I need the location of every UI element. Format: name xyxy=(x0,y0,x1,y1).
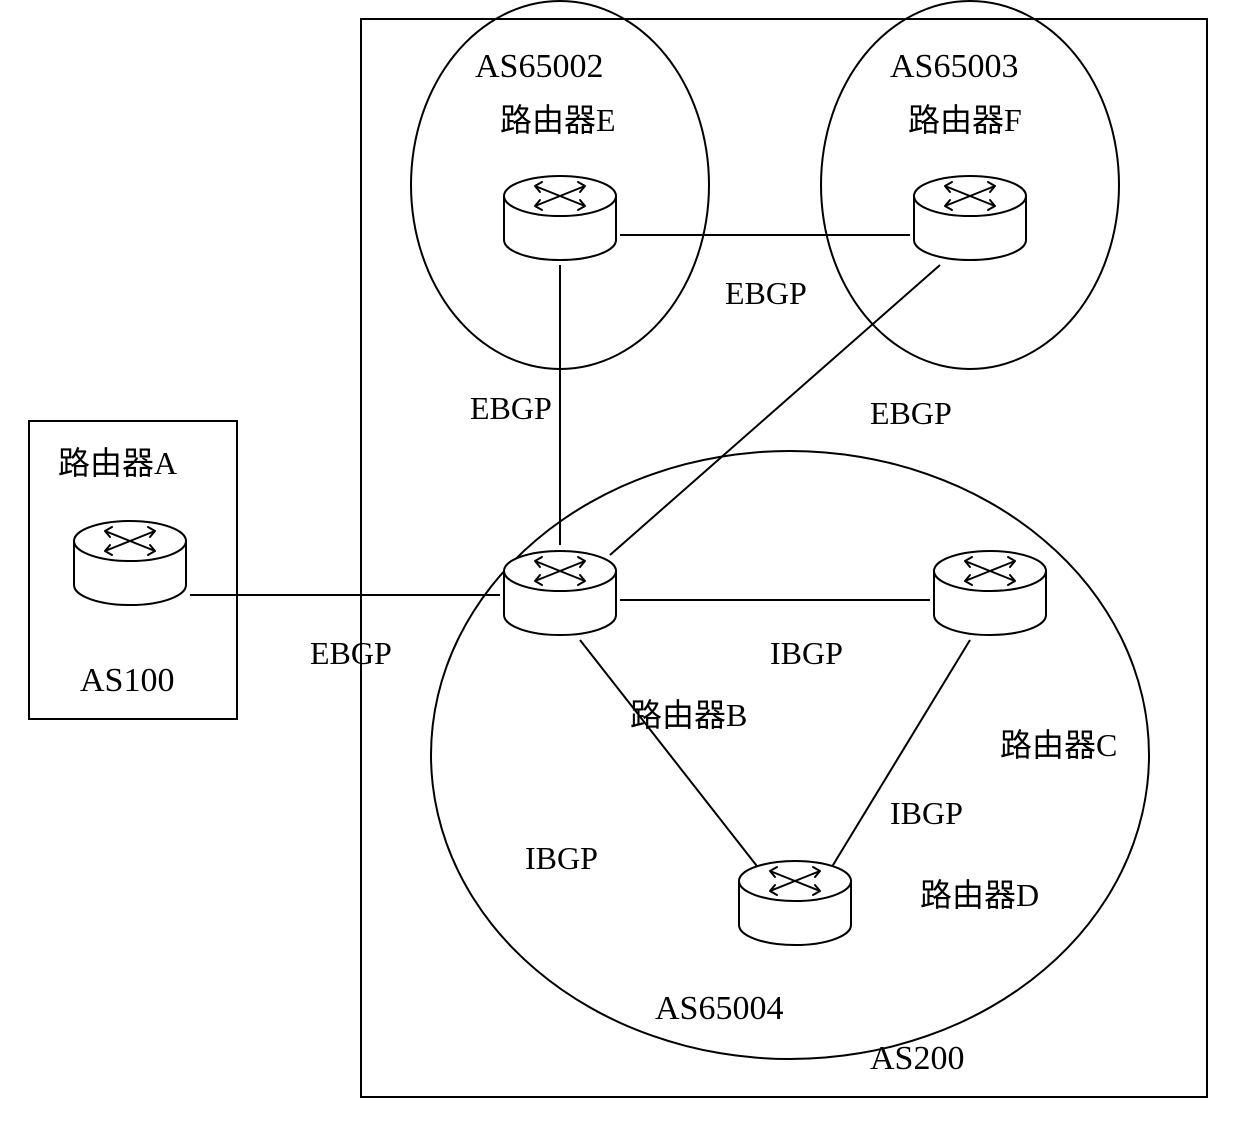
text: 路由器F xyxy=(908,102,1022,138)
router-d-label: 路由器D xyxy=(920,870,1039,916)
router-c xyxy=(930,543,1050,638)
text: AS200 xyxy=(870,1040,964,1077)
router-b xyxy=(500,543,620,638)
text: 路由器A xyxy=(58,445,177,481)
text: 路由器E xyxy=(500,102,616,138)
text: AS100 xyxy=(80,662,174,699)
router-b-label: 路由器B xyxy=(630,690,747,736)
router-e-label: 路由器E xyxy=(500,95,616,141)
edge-label-e-f: EBGP xyxy=(725,275,807,312)
edge-label-b-e: EBGP xyxy=(470,390,552,427)
as65002-label: AS65002 xyxy=(475,48,603,86)
edge-label-b-d: IBGP xyxy=(525,840,598,877)
text: EBGP xyxy=(870,395,952,431)
as65003-label: AS65003 xyxy=(890,48,1018,86)
text: IBGP xyxy=(890,795,963,831)
text: EBGP xyxy=(470,390,552,426)
text: EBGP xyxy=(725,275,807,311)
edge-label-f-b: EBGP xyxy=(870,395,952,432)
text: IBGP xyxy=(770,635,843,671)
edge-label-a-b: EBGP xyxy=(310,635,392,672)
as200-label: AS200 xyxy=(870,1040,964,1078)
text: 路由器B xyxy=(630,697,747,733)
router-f-label: 路由器F xyxy=(908,95,1022,141)
router-e xyxy=(500,168,620,263)
text: AS65004 xyxy=(655,990,783,1027)
router-c-label: 路由器C xyxy=(1000,720,1117,766)
edge-label-b-c: IBGP xyxy=(770,635,843,672)
router-f xyxy=(910,168,1030,263)
text: 路由器D xyxy=(920,877,1039,913)
as65004-label: AS65004 xyxy=(655,990,783,1028)
diagram-stage: AS100 AS200 AS65002 AS65003 AS65004 路由器A… xyxy=(0,0,1240,1142)
router-a xyxy=(70,513,190,608)
text: 路由器C xyxy=(1000,727,1117,763)
router-d xyxy=(735,853,855,948)
router-a-label: 路由器A xyxy=(58,438,177,484)
edge-label-c-d: IBGP xyxy=(890,795,963,832)
text: IBGP xyxy=(525,840,598,876)
as100-label: AS100 xyxy=(80,662,174,700)
text: AS65002 xyxy=(475,48,603,85)
text: EBGP xyxy=(310,635,392,671)
text: AS65003 xyxy=(890,48,1018,85)
